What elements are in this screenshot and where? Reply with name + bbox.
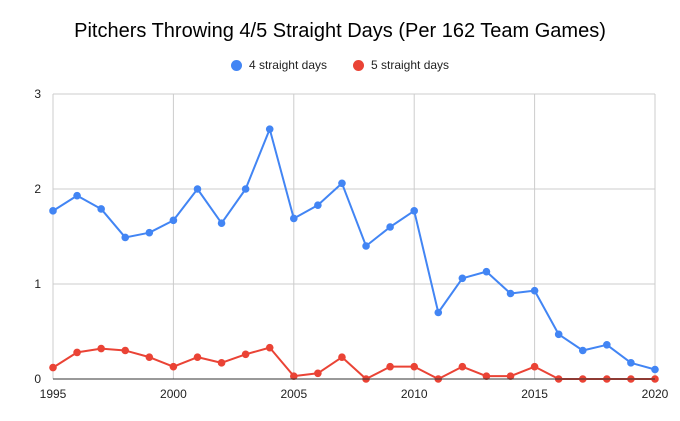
data-point <box>145 353 154 361</box>
x-tick-label: 2015 <box>521 387 548 401</box>
data-point <box>290 214 298 223</box>
data-point <box>121 233 130 242</box>
x-tick-label: 2000 <box>160 387 187 401</box>
legend-item-4-straight-days[interactable]: 4 straight days <box>230 58 327 72</box>
data-point <box>554 330 563 339</box>
data-point <box>338 353 346 361</box>
data-point <box>265 343 274 352</box>
chart-title: Pitchers Throwing 4/5 Straight Days (Per… <box>74 20 606 42</box>
y-tick-label: 3 <box>34 87 41 101</box>
data-point <box>578 346 587 355</box>
data-point <box>169 216 178 225</box>
data-point <box>241 350 250 359</box>
legend-label: 4 straight days <box>248 58 327 72</box>
legend-label: 5 straight days <box>371 58 450 72</box>
data-point <box>290 372 298 380</box>
data-point <box>121 346 130 355</box>
data-point <box>506 289 515 298</box>
legend-item-5-straight-days[interactable]: 5 straight days <box>353 58 449 72</box>
data-point <box>97 205 105 213</box>
data-point <box>73 348 81 357</box>
data-point <box>241 185 250 193</box>
data-point <box>386 362 394 371</box>
data-point <box>265 125 274 133</box>
legend-marker-icon <box>353 59 364 71</box>
data-point <box>97 344 105 353</box>
data-point <box>145 228 154 237</box>
legend: 4 straight days 5 straight days <box>0 58 680 72</box>
data-point <box>482 267 491 276</box>
data-point <box>169 362 178 371</box>
data-point <box>314 369 322 378</box>
data-point <box>482 372 491 380</box>
data-point <box>530 362 539 371</box>
data-point <box>458 362 467 371</box>
data-point <box>49 363 57 372</box>
y-tick-label: 2 <box>34 182 41 196</box>
y-tick-label: 1 <box>34 277 41 291</box>
data-point <box>627 359 635 367</box>
data-point <box>434 308 443 317</box>
x-tick-label: 2005 <box>280 387 307 401</box>
data-point <box>338 179 346 188</box>
data-point <box>603 341 611 349</box>
data-point <box>193 353 202 361</box>
data-point <box>193 185 202 193</box>
data-point <box>73 191 81 200</box>
data-point <box>651 365 659 374</box>
series-line-1 <box>52 346 655 380</box>
x-tick-label: 2020 <box>642 387 669 401</box>
data-point <box>49 207 57 215</box>
data-point <box>217 359 226 367</box>
data-point <box>410 207 419 215</box>
data-point <box>386 223 394 231</box>
data-point <box>217 219 226 227</box>
data-point <box>530 286 539 295</box>
legend-marker-icon <box>230 59 242 71</box>
data-point <box>410 362 419 371</box>
data-point <box>314 201 322 209</box>
data-point <box>458 274 467 283</box>
series-line-0 <box>52 128 656 371</box>
y-tick-label: 0 <box>34 372 41 386</box>
x-tick-label: 1995 <box>40 387 67 401</box>
data-point <box>506 372 515 380</box>
data-point <box>362 242 370 250</box>
x-tick-label: 2010 <box>401 387 428 401</box>
